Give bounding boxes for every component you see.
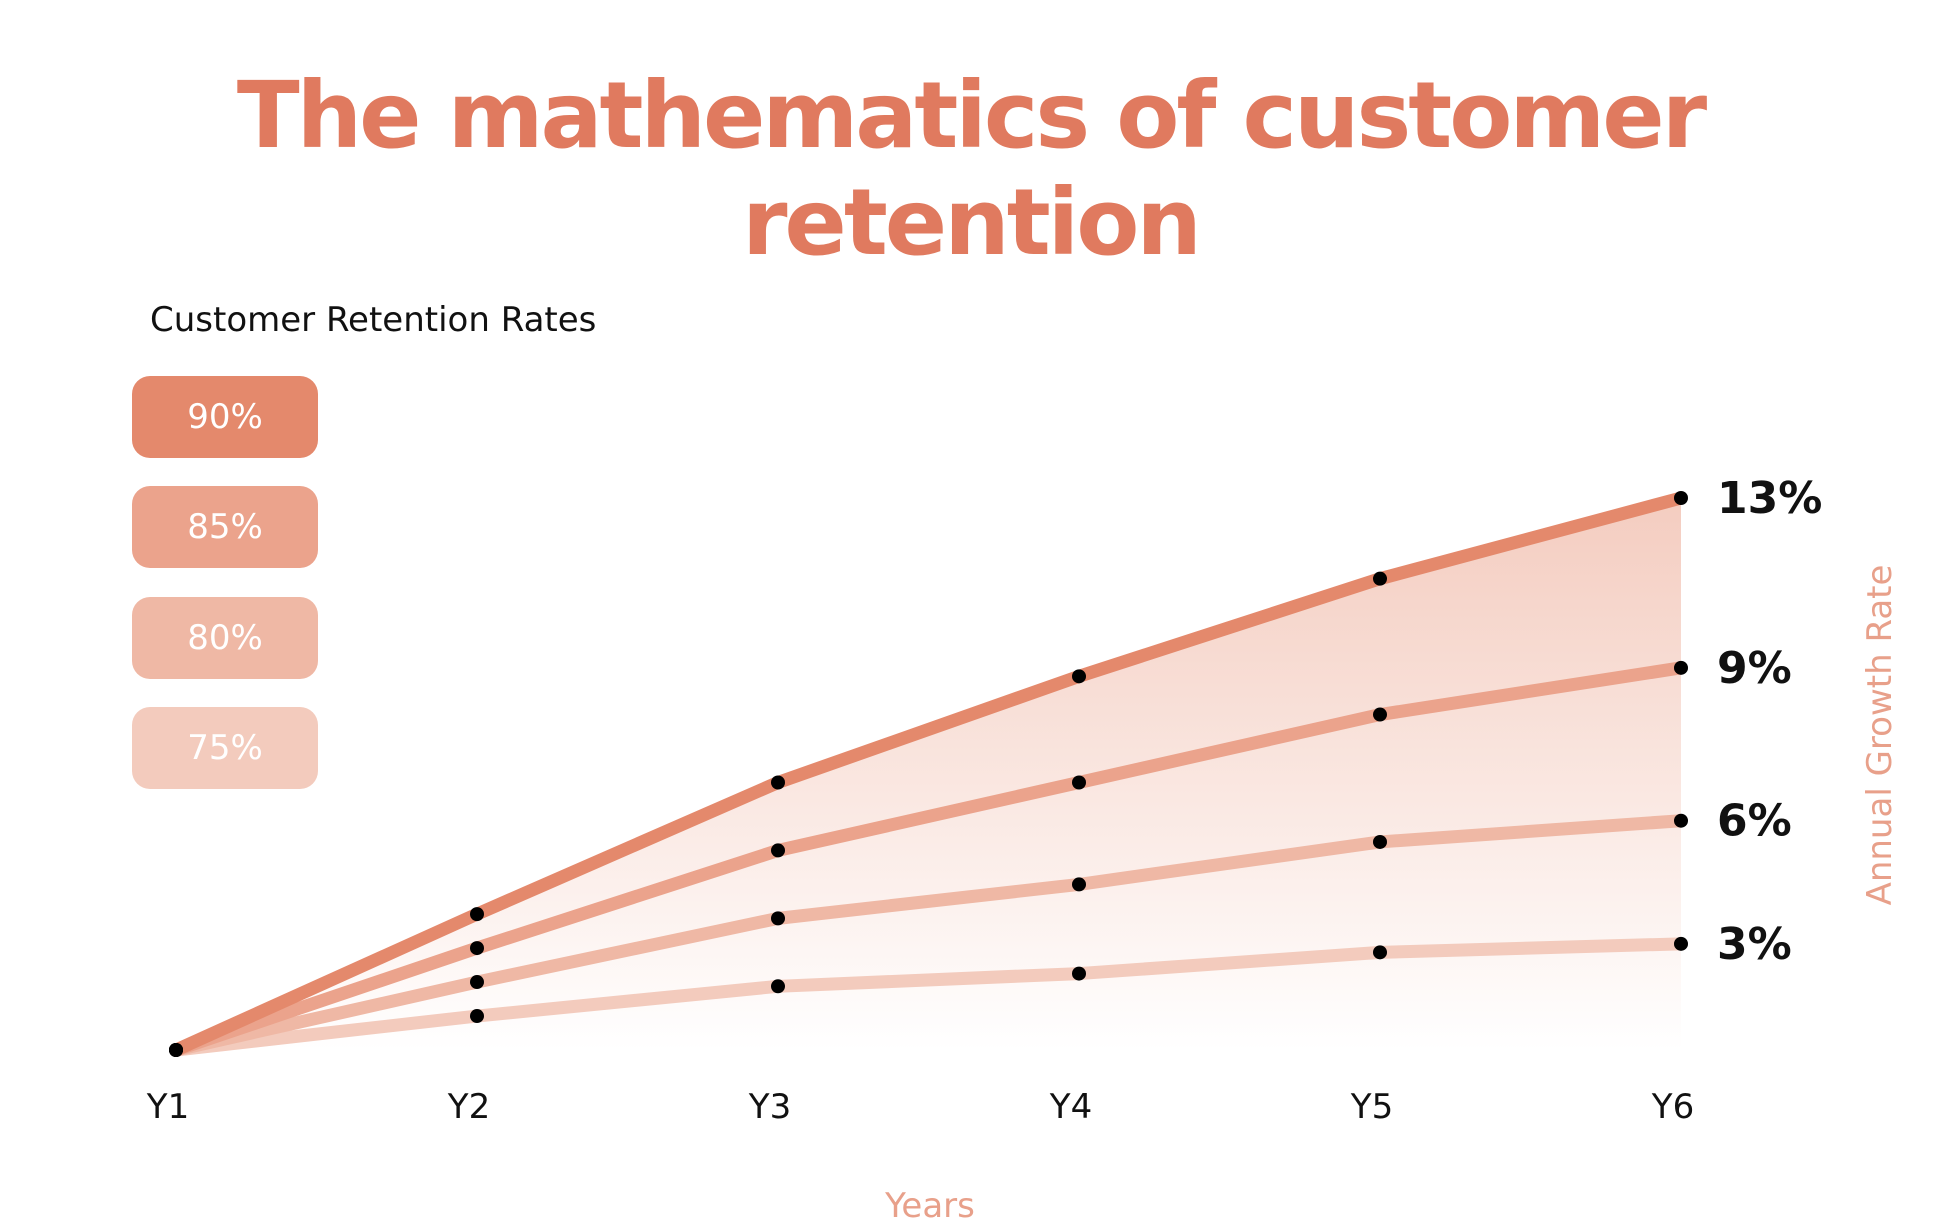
x-tick-label-y5: Y5 [1350, 1087, 1393, 1127]
data-point-s1-5 [1674, 660, 1688, 675]
data-point-s3-4 [1373, 945, 1387, 960]
data-point-s1-1 [470, 941, 484, 956]
data-point-s3-5 [1674, 936, 1688, 951]
data-point-s2-4 [1373, 834, 1387, 849]
x-tick-label-y1: Y1 [146, 1087, 189, 1127]
series-line-0 [173, 491, 1683, 1056]
legend-title: Customer Retention Rates [150, 300, 597, 340]
end-value-label-1: 9% [1717, 643, 1792, 694]
data-point-s2-1 [470, 975, 484, 990]
data-point-s3-1 [470, 1009, 484, 1024]
data-point-s0-3 [1072, 669, 1086, 684]
data-point-s3-0 [169, 1043, 183, 1057]
legend-item-85: 85% [132, 486, 318, 568]
x-axis-label: Years [885, 1186, 975, 1226]
legend-item-75: 75% [132, 707, 318, 789]
x-tick-label-y4: Y4 [1049, 1087, 1092, 1127]
chart-title: The mathematics of customer retention [236, 62, 1707, 276]
series-line-1 [173, 661, 1682, 1057]
x-tick-label-y3: Y3 [748, 1087, 791, 1127]
data-point-s0-2 [771, 775, 785, 790]
data-point-s2-5 [1674, 813, 1688, 828]
legend-item-80: 80% [132, 597, 318, 679]
series-line-2 [174, 814, 1682, 1057]
data-point-s2-2 [771, 911, 785, 926]
data-point-s0-4 [1373, 571, 1387, 586]
legend-item-90: 90% [132, 376, 318, 458]
x-tick-label-y2: Y2 [447, 1087, 490, 1127]
data-point-s0-5 [1674, 491, 1688, 505]
end-value-label-2: 6% [1717, 796, 1792, 847]
area-fill [176, 498, 1681, 1050]
data-point-s2-3 [1072, 877, 1086, 892]
data-point-s1-3 [1072, 775, 1086, 790]
series-line-3 [175, 937, 1682, 1057]
x-tick-label-y6: Y6 [1651, 1087, 1694, 1127]
end-value-label-0: 13% [1717, 473, 1822, 524]
data-point-s0-1 [470, 907, 484, 922]
data-point-s1-4 [1373, 707, 1387, 722]
end-value-label-3: 3% [1717, 919, 1792, 970]
data-point-s3-3 [1072, 966, 1086, 981]
data-point-s3-2 [771, 979, 785, 994]
data-point-s1-2 [771, 843, 785, 858]
y-axis-label: Annual Growth Rate [1860, 564, 1900, 906]
